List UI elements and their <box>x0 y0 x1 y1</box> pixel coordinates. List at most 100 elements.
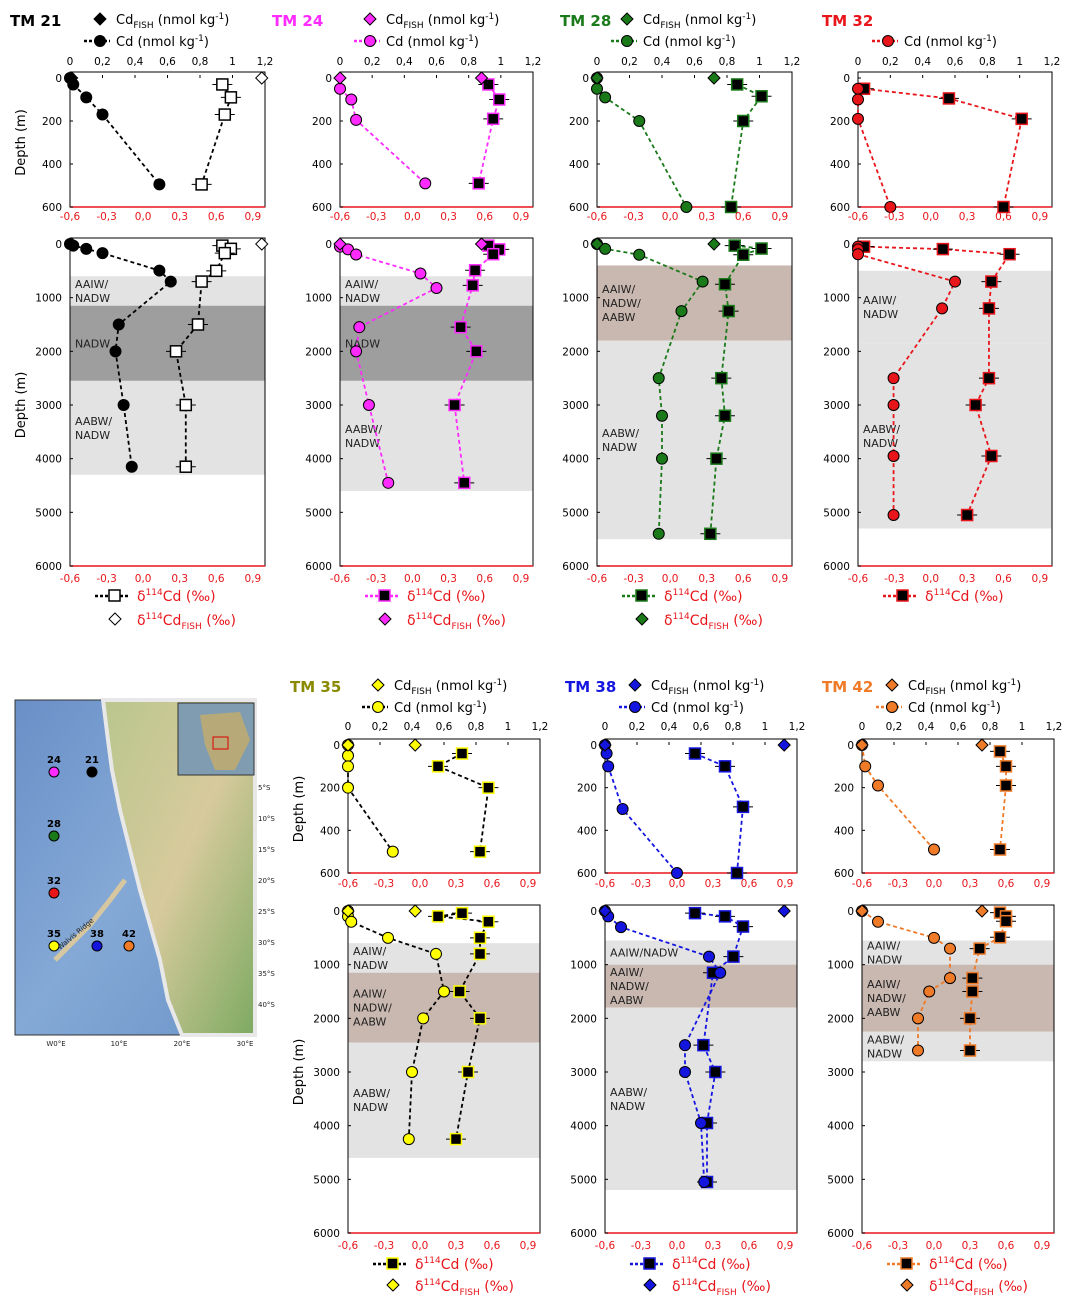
cd-tick-label: 0,4 <box>914 56 931 68</box>
delta-point <box>969 398 982 412</box>
delta-axis-mid: -0,6 -0,3 0,0 0,3 0,6 0,9 <box>338 878 537 890</box>
delta-point <box>179 398 193 412</box>
station-title: TM 28 <box>560 12 611 30</box>
water-mass-label: NADW/ <box>867 992 906 1005</box>
depth-tick-label: 0 <box>843 73 850 85</box>
delta-point <box>216 78 229 91</box>
cd-fish-point <box>598 738 612 752</box>
water-mass-label: AAIW/ <box>863 294 896 307</box>
delta-tick-label: -0,3 <box>374 878 395 890</box>
map-station-32: 32 <box>47 876 61 899</box>
depth-tick-label: 6000 <box>305 561 332 573</box>
cd-tick-label: 0,8 <box>460 56 477 68</box>
delta-point <box>466 279 479 292</box>
water-mass-label: AABW <box>602 311 636 324</box>
delta-point <box>718 760 732 773</box>
t: ) <box>751 13 756 28</box>
t: Cd <box>698 1279 717 1295</box>
t: 114 <box>424 1256 441 1266</box>
cd-tick-label: 0,8 <box>979 56 996 68</box>
t: Cd <box>643 13 660 28</box>
t: Cd (‰) <box>955 1257 1008 1273</box>
delta-point <box>461 1065 475 1079</box>
t: δ <box>672 1257 681 1273</box>
delta-tick-label: -0,3 <box>96 211 117 223</box>
depth-tick-label: 200 <box>834 783 854 795</box>
t: Cd (‰) <box>690 589 743 605</box>
t: FISH <box>668 687 688 697</box>
legend-cd-fish: CdFISH (nmol kg-1) <box>885 678 1021 697</box>
top-series <box>852 82 1032 214</box>
water-mass-label: NADW <box>602 441 637 454</box>
delta-tick-label: 0,0 <box>662 211 679 223</box>
delta-tick-label: 0,6 <box>741 1240 758 1252</box>
delta-tick-label: 0,3 <box>171 211 188 223</box>
t: Cd <box>955 1279 974 1295</box>
delta-point <box>982 302 996 315</box>
cd-point <box>679 1039 691 1052</box>
legend-cd-fish-label: CdFISH (nmol kg-1) <box>651 678 764 697</box>
water-mass-label: AABW/ <box>610 1086 647 1099</box>
delta-point <box>453 985 466 998</box>
cd-fish-point <box>777 904 791 918</box>
cd-tick-label: 0,2 <box>364 56 381 68</box>
circle-marker <box>372 701 384 713</box>
delta-tick-label: -0,6 <box>338 1240 359 1252</box>
cd-point <box>936 302 949 315</box>
water-mass-label: NADW <box>75 337 110 350</box>
cd-fish-point <box>474 237 489 251</box>
cd-point <box>153 264 166 277</box>
delta-axis-bottom: -0,6 -0,3 0,0 0,3 0,6 0,9 <box>60 573 261 585</box>
delta-tick-label: 0,3 <box>959 211 976 223</box>
depth-tick-label: 600 <box>834 868 854 880</box>
legend-delta-label: δ114Cd (‰) <box>407 588 486 605</box>
t: (nmol kg <box>689 679 751 694</box>
cd-tick-label: 0,2 <box>882 56 899 68</box>
t: ) <box>502 679 507 694</box>
cd-fish-point <box>777 738 791 752</box>
delta-tick-label: 0,6 <box>735 573 752 585</box>
top-series <box>590 71 772 214</box>
delta-tick-label: -0,6 <box>848 573 869 585</box>
t: -1 <box>473 700 482 710</box>
cd-tick-label: 1,2 <box>525 56 542 68</box>
cd-point <box>695 1116 707 1129</box>
station-label: 28 <box>47 819 61 830</box>
legend-cd-fish-label: CdFISH (nmol kg-1) <box>394 678 507 697</box>
cd-fish-point <box>64 71 79 85</box>
delta-point <box>195 178 208 191</box>
water-mass-label: NADW/ <box>353 1002 392 1015</box>
t: Cd (nmol kg <box>386 35 465 50</box>
legend-delta-label: δ114Cd (‰) <box>415 1256 494 1273</box>
delta-tick-label: -0,6 <box>338 878 359 890</box>
legend-delta-fish-label: δ114CdFISH (‰) <box>407 612 506 632</box>
cd-tick-label: 0,6 <box>693 721 710 733</box>
lon-label: 30°E <box>237 1040 254 1048</box>
depth-tick-label: 6000 <box>313 1228 340 1240</box>
delta-point <box>473 1012 487 1025</box>
water-mass-band <box>70 380 265 475</box>
delta-tick-label: 0,0 <box>135 573 152 585</box>
t: 114 <box>146 612 163 622</box>
depth-tick-label: 1000 <box>305 293 332 305</box>
cd-point <box>350 345 363 358</box>
station-dot <box>48 887 60 899</box>
station-dot <box>123 940 135 952</box>
delta-axis-mid: -0,6 -0,3 0,0 0,3 0,6 0,9 <box>587 211 788 223</box>
cd-tick-label: 1 <box>1019 721 1026 733</box>
cd-point <box>859 760 872 773</box>
t: Cd (nmol kg <box>394 701 473 716</box>
panel-tm-21: TM 21 CdFISH (nmol kg-1)Cd (nmol kg-1)0 0,… <box>10 12 273 632</box>
legend-cd-label: Cd (nmol kg-1) <box>386 34 479 50</box>
depth-tick-label: 600 <box>312 202 332 214</box>
depth-tick-label: 4000 <box>823 454 850 466</box>
cd-tick-label: 1 <box>505 721 512 733</box>
cd-point <box>912 1044 924 1057</box>
t: -1 <box>983 34 992 44</box>
cd-fish-point <box>408 904 422 918</box>
t: -1 <box>485 12 494 22</box>
delta-tick-label: -0,6 <box>852 1240 873 1252</box>
delta-tick-label: 0,6 <box>484 878 501 890</box>
water-mass-label: AABW <box>610 994 644 1007</box>
t: 114 <box>424 1278 441 1288</box>
